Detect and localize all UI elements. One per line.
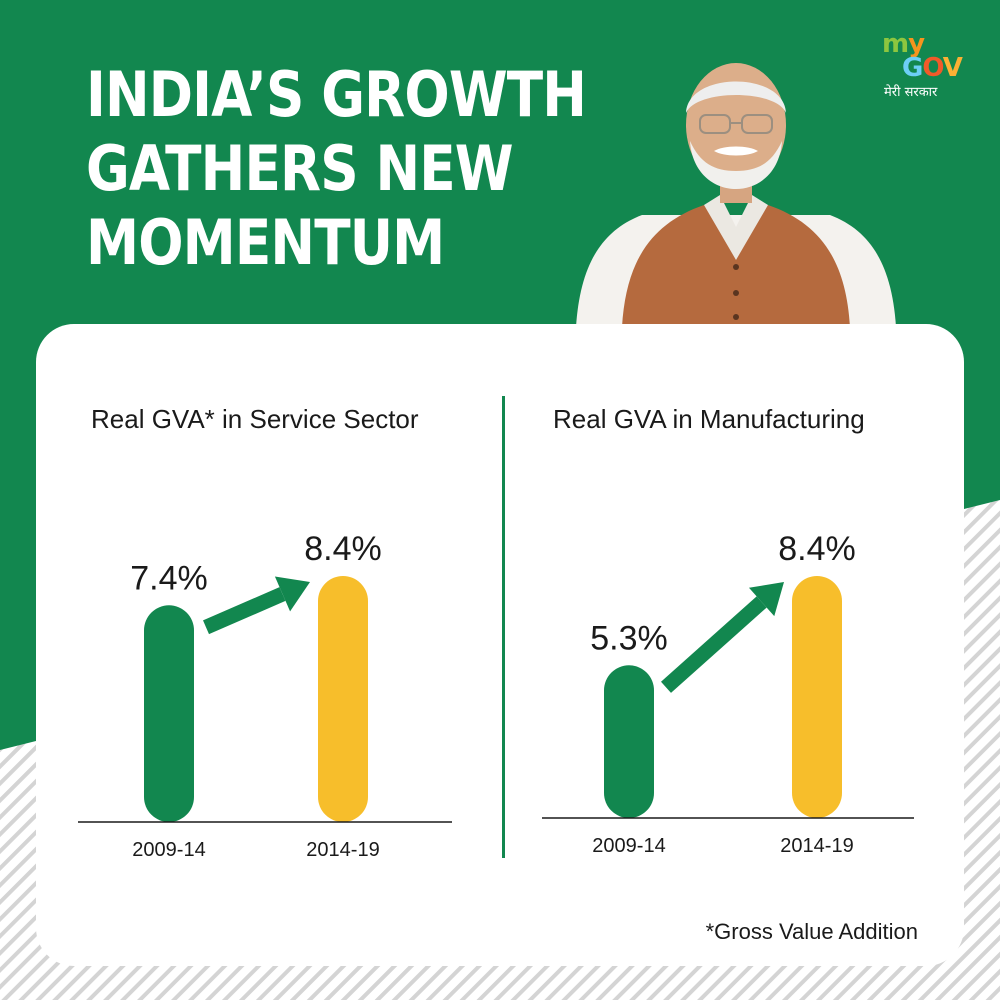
hair — [686, 81, 786, 113]
mustache — [714, 146, 758, 156]
logo-letter: O — [922, 53, 943, 83]
bar — [318, 576, 368, 822]
beard — [690, 141, 782, 189]
logo-letter: m — [882, 29, 909, 59]
category-label: 2014-19 — [780, 835, 853, 857]
chart-title-service: Real GVA* in Service Sector — [91, 404, 419, 434]
chart-title-manufacturing: Real GVA in Manufacturing — [553, 404, 865, 434]
logo-letter: G — [902, 53, 923, 83]
headline-line-1: INDIA’S GROWTH — [86, 58, 587, 131]
logo-letter: V — [942, 53, 963, 83]
category-label: 2009-14 — [592, 835, 665, 857]
growth-arrow-head — [274, 576, 310, 612]
logo-my: my — [882, 29, 980, 59]
headline-line-3: MOMENTUM — [86, 206, 445, 279]
bar-value-label: 8.4% — [778, 530, 856, 568]
bar-value-label: 7.4% — [130, 559, 208, 597]
growth-arrow-shaft — [203, 587, 286, 635]
category-label: 2014-19 — [306, 839, 379, 861]
logo-gov: GOV — [902, 53, 980, 83]
headline-line-2: GATHERS NEW — [86, 132, 514, 205]
logo-letter: y — [908, 29, 925, 59]
growth-arrow-shaft — [661, 596, 767, 693]
bar — [792, 576, 842, 818]
growth-arrow-head — [748, 582, 784, 617]
portrait-image — [576, 63, 896, 327]
bar-value-label: 5.3% — [590, 619, 668, 657]
logo-tagline: मेरी सरकार — [884, 85, 938, 100]
footnote: *Gross Value Addition — [705, 919, 918, 944]
collar — [704, 195, 768, 260]
bar-value-label: 8.4% — [304, 530, 382, 568]
panel-divider — [502, 396, 505, 858]
mygov-logo: my GOV मेरी सरकार — [880, 29, 980, 112]
bar — [144, 605, 194, 822]
headline: INDIA’S GROWTH GATHERS NEW MOMENTUM — [86, 58, 587, 280]
category-label: 2009-14 — [132, 839, 205, 861]
bar — [604, 665, 654, 818]
